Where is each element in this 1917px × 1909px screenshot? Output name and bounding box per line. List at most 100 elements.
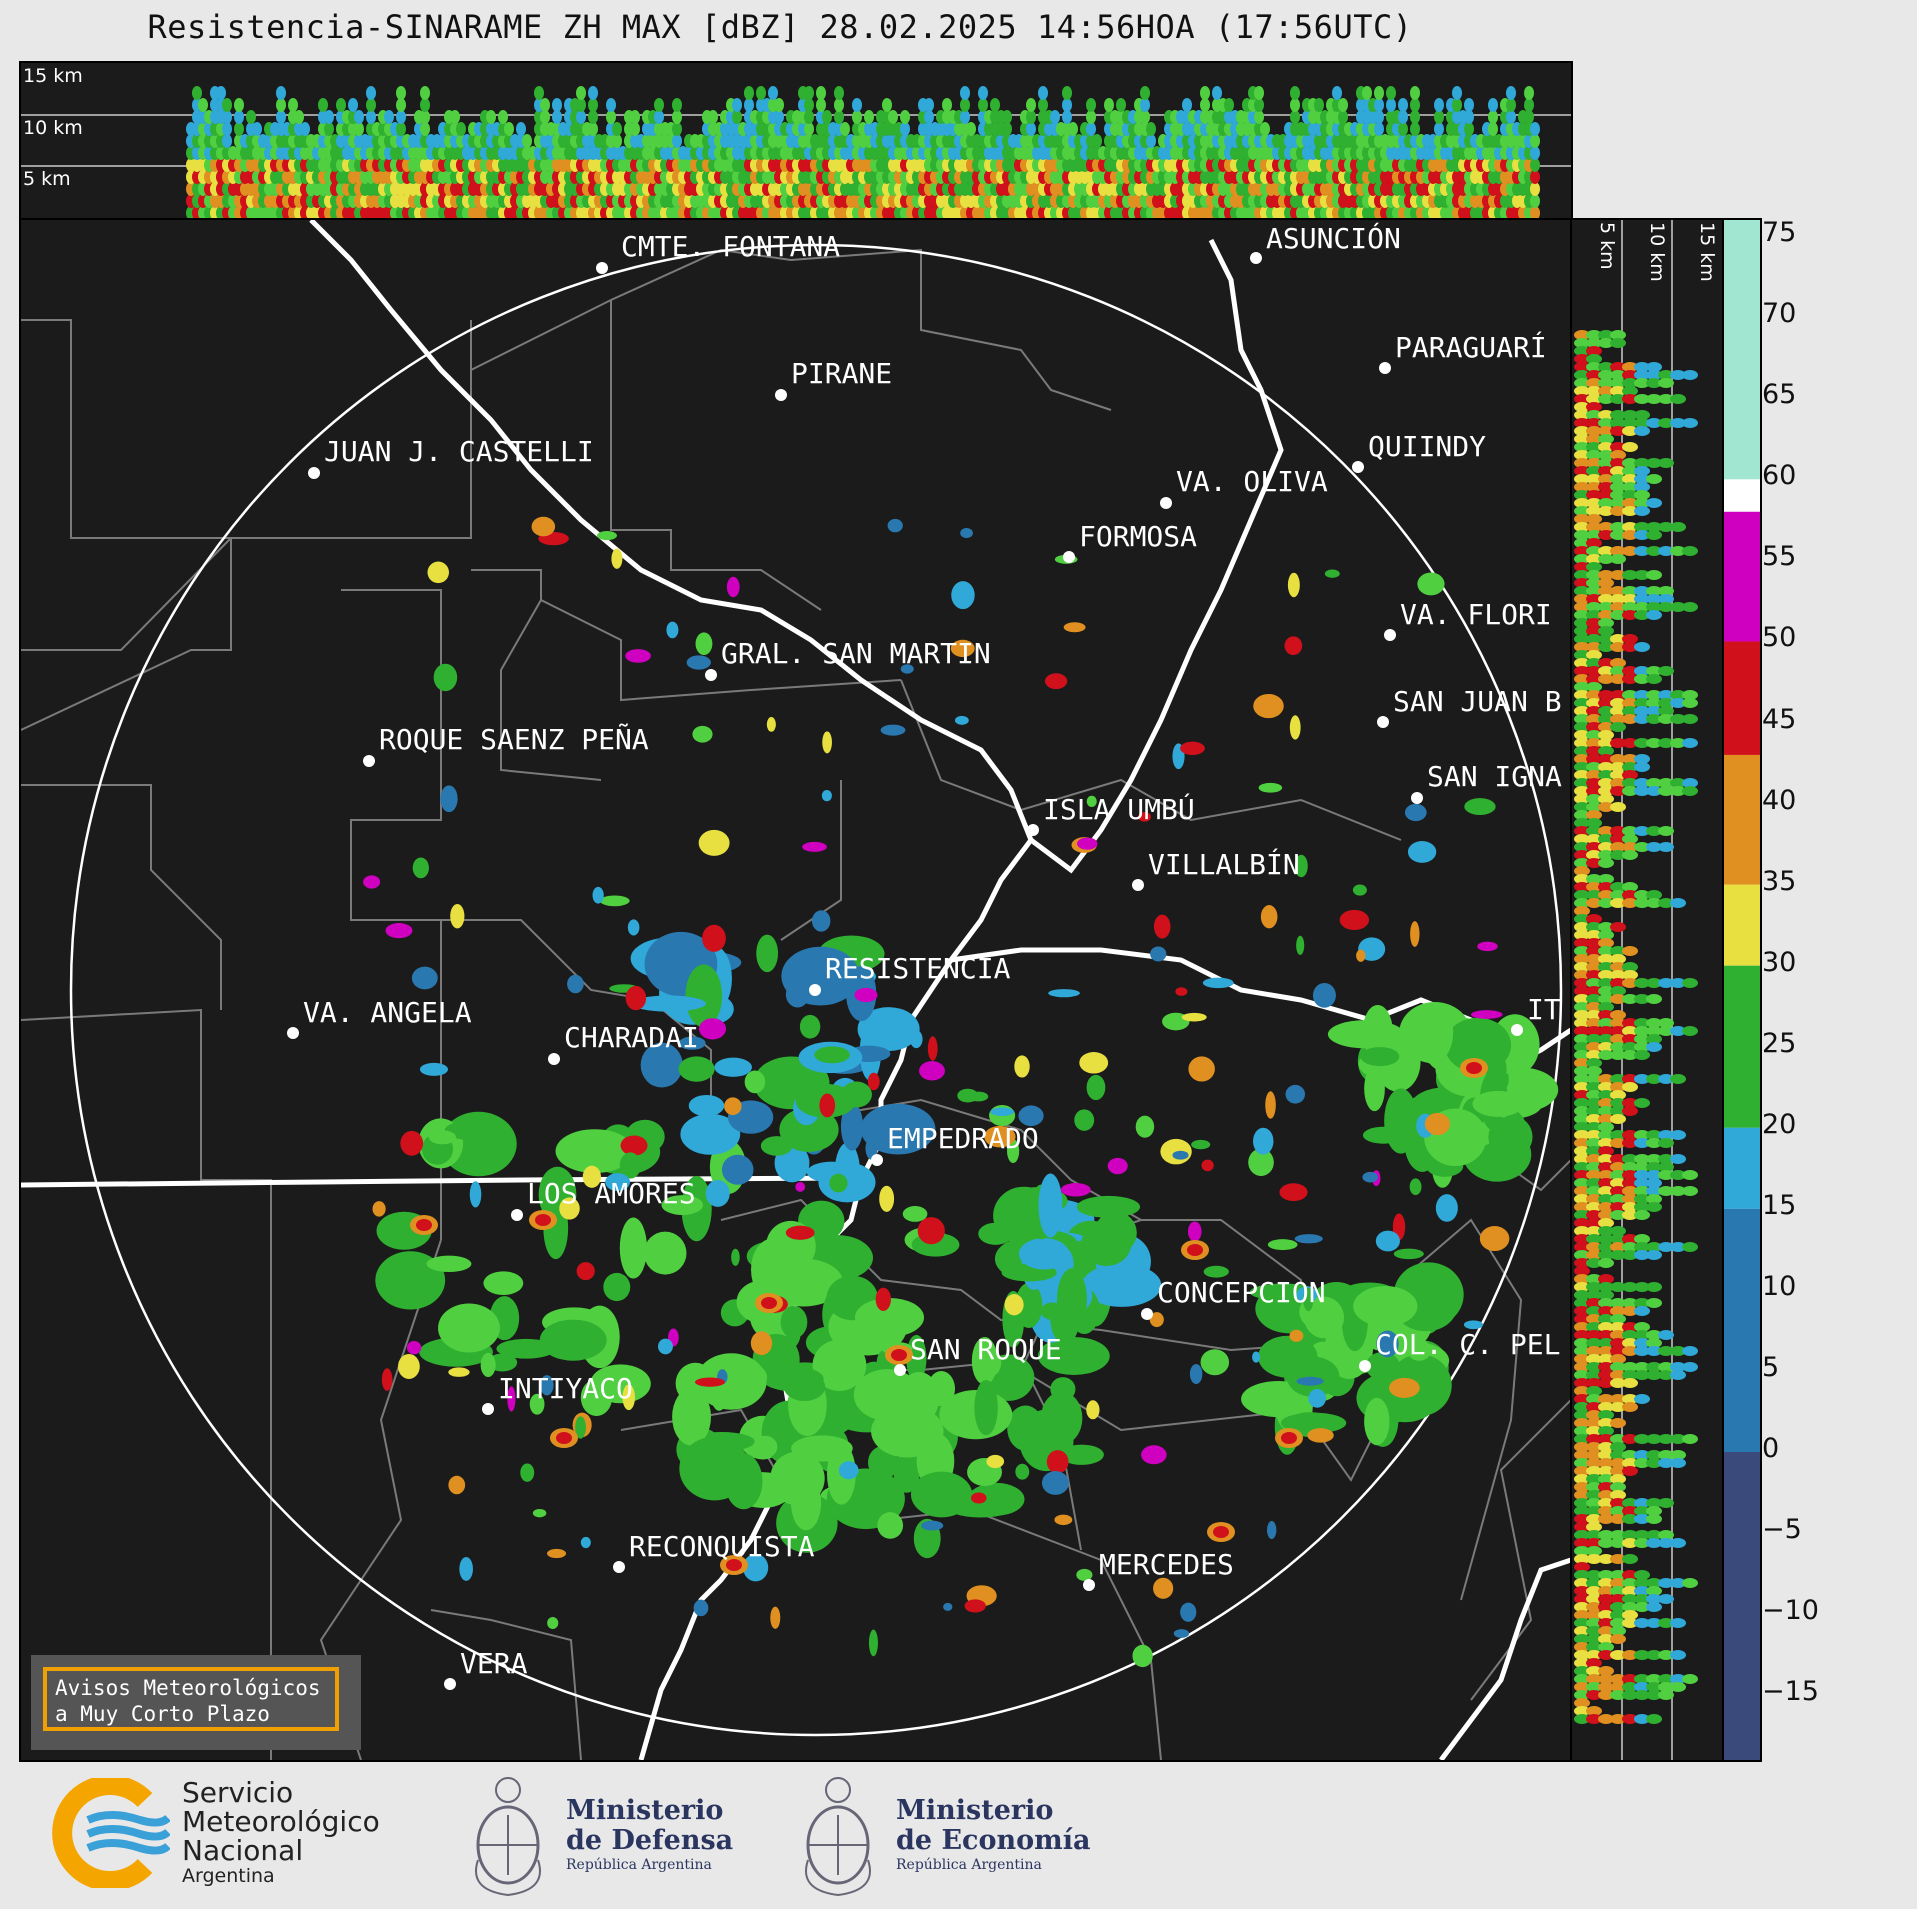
echo-cell <box>1622 642 1638 652</box>
echo-cell <box>1610 1090 1626 1100</box>
smn-line2: Meteorológico <box>182 1805 380 1838</box>
echo-cell <box>1634 426 1650 436</box>
echo-cell <box>222 98 232 112</box>
top-alt-label-15: 15 km <box>23 65 83 87</box>
echo-cell <box>1574 1050 1590 1060</box>
echo-cell <box>605 1173 631 1192</box>
side-echo-blobs <box>1574 330 1698 1724</box>
echo-cell <box>1384 1088 1418 1154</box>
echo-cell <box>1610 1378 1626 1388</box>
echo-cell <box>732 98 742 112</box>
very-short-term-warnings-box[interactable]: Avisos Meteorológicos a Muy Corto Plazo <box>31 1655 361 1750</box>
echo-cell <box>1658 1186 1674 1196</box>
city-marker <box>596 262 608 274</box>
echo-cell <box>486 110 496 124</box>
echo-cell <box>1622 1378 1638 1388</box>
echo-cell <box>1598 1178 1614 1188</box>
echo-cell <box>1610 1298 1626 1308</box>
echo-cell <box>1598 1018 1614 1028</box>
echo-cell <box>516 122 526 136</box>
echo-cell <box>1598 1674 1614 1684</box>
echo-cell <box>1622 370 1638 380</box>
warnings-notice[interactable]: Avisos Meteorológicos a Muy Corto Plazo <box>43 1667 339 1731</box>
echo-cell <box>276 110 286 124</box>
echo-cell <box>1307 1428 1334 1443</box>
echo-cell <box>1622 1610 1638 1620</box>
echo-cell <box>620 1135 648 1156</box>
echo-cell <box>1610 378 1626 388</box>
echo-cell <box>1610 1450 1626 1460</box>
echo-cell <box>354 122 364 136</box>
echo-cell <box>1586 1370 1602 1380</box>
echo-cell <box>1586 1602 1602 1612</box>
echo-cell <box>1586 682 1602 692</box>
echo-cell <box>986 1454 1005 1469</box>
echo-cell <box>1574 1090 1590 1100</box>
echo-cell <box>1586 1650 1602 1660</box>
echo-cell <box>1598 1594 1614 1604</box>
echo-cell <box>1634 1210 1650 1220</box>
echo-cell <box>1598 554 1614 564</box>
echo-cell <box>1574 1634 1590 1644</box>
echo-cell <box>1586 1130 1602 1140</box>
echo-cell <box>756 934 779 973</box>
echo-cell <box>1658 1362 1674 1372</box>
echo-cell <box>1598 946 1614 956</box>
echo-cell <box>1610 1618 1626 1628</box>
echo-cell <box>743 1553 769 1582</box>
echo-cell <box>1646 1618 1662 1628</box>
echo-cell <box>1634 1458 1650 1468</box>
echo-cell <box>1610 522 1626 532</box>
city-label: GRAL. SAN MARTIN <box>721 637 991 670</box>
echo-cell <box>1574 402 1590 412</box>
echo-cell <box>622 1384 635 1411</box>
top-echo-blobs <box>186 86 1540 218</box>
echo-cell <box>1586 1458 1602 1468</box>
echo-cell <box>1670 1186 1686 1196</box>
echo-cell <box>1574 882 1590 892</box>
echo-cell <box>1598 418 1614 428</box>
echo-cell <box>1586 1210 1602 1220</box>
echo-cell <box>1574 1442 1590 1452</box>
echo-cell <box>1610 426 1626 436</box>
echo-cell <box>1586 442 1602 452</box>
echo-cell <box>795 1181 806 1192</box>
echo-cell <box>1634 1194 1650 1204</box>
echo-cell <box>1598 1530 1614 1540</box>
echo-cell <box>1610 1034 1626 1044</box>
echo-cell <box>1598 546 1614 556</box>
echo-cell <box>1682 778 1698 788</box>
radar-map[interactable]: CMTE. FONTANA ASUNCIÓN PARAGUARÍ PIRANE JUAN… <box>19 218 1573 1762</box>
echo-cell <box>1682 602 1698 612</box>
echo-cell <box>1658 1074 1674 1084</box>
echo-cell <box>1634 1098 1650 1108</box>
echo-cell <box>1646 1042 1662 1052</box>
colorbar-tick-label: 50 <box>1762 622 1797 654</box>
echo-cell <box>1303 1287 1314 1312</box>
echo-cell <box>1410 921 1420 947</box>
echo-cell <box>1646 1330 1662 1340</box>
echo-cell <box>381 1368 393 1391</box>
echo-cell <box>1598 1370 1614 1380</box>
echo-cell <box>1574 658 1590 668</box>
colorbar-tick-label: 65 <box>1762 379 1797 411</box>
echo-cell <box>590 1364 651 1404</box>
echo-cell <box>1260 905 1278 929</box>
echo-cell <box>480 1352 496 1378</box>
echo-cell <box>1598 1106 1614 1116</box>
echo-cell <box>1598 1154 1614 1164</box>
city-marker <box>482 1403 494 1415</box>
echo-cell <box>1634 586 1650 596</box>
echo-cell <box>606 110 616 124</box>
echo-cell <box>1622 970 1638 980</box>
echo-cell <box>1610 570 1626 580</box>
echo-cell <box>1586 1098 1602 1108</box>
echo-cell <box>1586 898 1602 908</box>
echo-cell <box>726 576 740 598</box>
echo-cell <box>1586 1330 1602 1340</box>
echo-cell <box>1598 1170 1614 1180</box>
echo-cell <box>1610 970 1626 980</box>
echo-cell <box>1622 1602 1638 1612</box>
echo-cell <box>804 122 814 136</box>
echo-cell <box>1658 370 1674 380</box>
